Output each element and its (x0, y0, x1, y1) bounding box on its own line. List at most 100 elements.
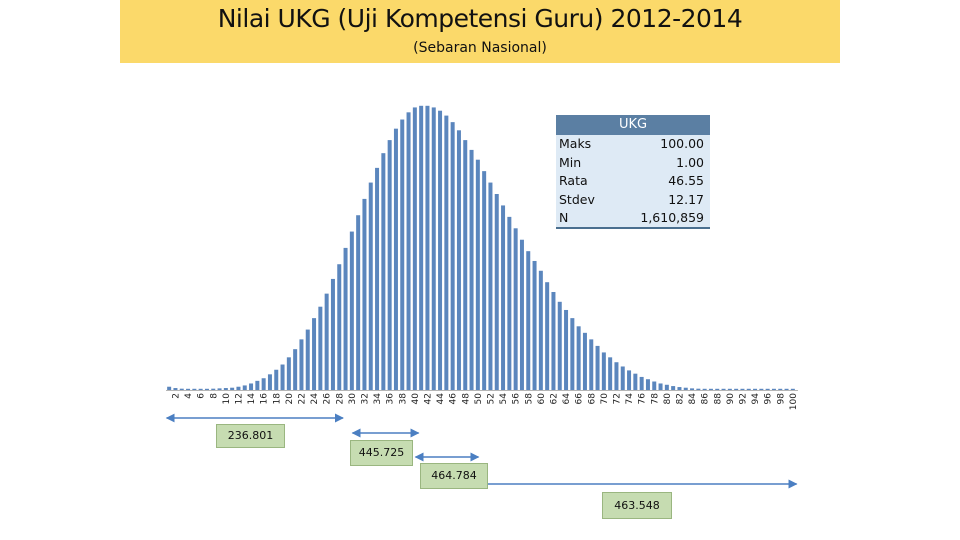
bar (614, 362, 619, 390)
x-tick-label: 62 (549, 393, 559, 404)
bar (570, 318, 575, 390)
stats-value: 1,610,859 (640, 210, 704, 226)
bar (419, 105, 424, 391)
x-tick-label: 22 (297, 393, 307, 404)
bar (715, 388, 720, 390)
stats-value: 100.00 (660, 136, 704, 151)
x-tick-label: 40 (411, 393, 421, 405)
x-tick-label: 56 (512, 393, 522, 405)
bar (740, 388, 745, 390)
bar (532, 260, 537, 390)
x-tick-label: 92 (738, 393, 748, 404)
bar (721, 388, 726, 390)
x-tick-label: 98 (776, 393, 786, 405)
bar (356, 215, 361, 390)
bar (186, 388, 191, 390)
x-tick-label: 2 (171, 393, 181, 399)
bar (293, 349, 298, 390)
bar (173, 388, 178, 390)
bar (362, 198, 367, 390)
x-tick-label: 52 (486, 393, 496, 404)
x-tick-label: 86 (701, 393, 711, 405)
bar (337, 264, 342, 390)
bar (790, 388, 795, 390)
bar-series (167, 105, 795, 391)
bar (179, 388, 184, 390)
bar (564, 309, 569, 390)
x-tick-label: 20 (285, 393, 295, 405)
x-tick-label: 68 (587, 393, 597, 405)
x-tick-label: 42 (423, 393, 433, 404)
stats-label: N (559, 210, 569, 226)
bar (267, 374, 272, 390)
bar (696, 388, 701, 390)
bar (482, 171, 487, 390)
x-tick-label: 94 (751, 393, 761, 405)
bar (412, 107, 417, 391)
x-tick-label: 76 (638, 393, 648, 405)
title-banner: Nilai UKG (Uji Kompetensi Guru) 2012-201… (120, 0, 840, 63)
bar (475, 159, 480, 390)
bar (677, 387, 682, 390)
x-tick-label: 38 (398, 393, 408, 405)
stats-row-min: Min 1.00 (556, 154, 710, 173)
stats-heading: UKG (556, 115, 710, 135)
x-tick-label: 32 (360, 393, 370, 404)
bar (746, 388, 751, 390)
x-tick-label: 64 (562, 393, 572, 405)
bar (217, 388, 222, 390)
x-tick-label: 6 (197, 393, 207, 399)
bar (324, 293, 329, 390)
stats-row-n: N 1,610,859 (556, 209, 710, 228)
bar (400, 119, 405, 391)
x-tick-label: 72 (612, 393, 622, 404)
x-tick-label: 70 (600, 393, 610, 405)
stats-label: Min (559, 154, 582, 170)
x-tick-label: 44 (436, 393, 446, 405)
range-arrows (165, 413, 798, 489)
bar (375, 167, 380, 390)
x-tick-label: 4 (184, 393, 194, 399)
bar (519, 239, 524, 390)
x-tick-label: 48 (461, 393, 471, 405)
x-tick-label: 54 (499, 393, 509, 405)
bar (438, 110, 443, 390)
bar (249, 383, 254, 390)
x-tick-label: 26 (323, 393, 333, 405)
bar (652, 381, 657, 390)
range-count-3: 464.784 (420, 463, 488, 489)
bar (601, 352, 606, 390)
bar (708, 388, 713, 390)
page-title: Nilai UKG (Uji Kompetensi Guru) 2012-201… (217, 4, 743, 33)
bar (343, 247, 348, 390)
bar (582, 332, 587, 390)
x-tick-label: 58 (524, 393, 534, 405)
bar (551, 292, 556, 390)
bar (494, 194, 499, 390)
bar (538, 270, 543, 390)
stats-row-rata: Rata 46.55 (556, 172, 710, 191)
bar (683, 387, 688, 390)
x-tick-label: 18 (272, 393, 282, 405)
bar (753, 388, 758, 390)
stats-label: Rata (559, 173, 588, 189)
x-tick-label: 10 (222, 393, 232, 405)
bar (501, 205, 506, 390)
bar (204, 388, 209, 390)
bar (318, 306, 323, 390)
bar (734, 388, 739, 390)
bar (778, 388, 783, 390)
x-tick-label: 88 (713, 393, 723, 405)
bar (286, 357, 291, 390)
bar (261, 378, 266, 390)
x-tick-label: 30 (348, 393, 358, 405)
bar (488, 182, 493, 390)
x-tick-label: 60 (537, 393, 547, 405)
range-count-1: 236.801 (216, 424, 285, 448)
bar (633, 373, 638, 390)
x-tick-label: 50 (474, 393, 484, 405)
stats-row-maks: Maks 100.00 (556, 135, 710, 154)
bar (381, 153, 386, 390)
x-tick-label: 14 (247, 393, 257, 405)
